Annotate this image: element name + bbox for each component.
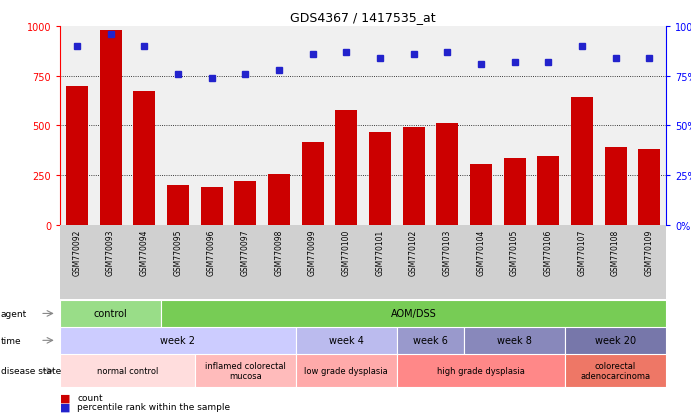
Text: GSM770099: GSM770099: [308, 229, 317, 275]
Bar: [296, 354, 397, 387]
Text: low grade dysplasia: low grade dysplasia: [305, 366, 388, 375]
Text: GSM770100: GSM770100: [342, 229, 351, 275]
Bar: [638, 150, 660, 225]
Text: GSM770104: GSM770104: [477, 229, 486, 275]
Text: control: control: [94, 309, 128, 319]
Text: percentile rank within the sample: percentile rank within the sample: [77, 402, 231, 411]
Text: GSM770093: GSM770093: [106, 229, 115, 275]
Text: GSM770109: GSM770109: [645, 229, 654, 275]
Text: GSM770102: GSM770102: [409, 229, 418, 275]
Title: GDS4367 / 1417535_at: GDS4367 / 1417535_at: [290, 11, 436, 24]
Bar: [133, 92, 155, 225]
Text: GSM770106: GSM770106: [544, 229, 553, 275]
Text: week 6: week 6: [413, 335, 448, 346]
Text: week 2: week 2: [160, 335, 196, 346]
Bar: [167, 185, 189, 225]
Bar: [470, 165, 492, 225]
Bar: [66, 86, 88, 225]
Bar: [60, 300, 161, 327]
Bar: [60, 327, 296, 354]
Text: GSM770095: GSM770095: [173, 229, 182, 275]
Text: colorectal
adenocarcinoma: colorectal adenocarcinoma: [580, 361, 651, 380]
Bar: [565, 354, 666, 387]
Bar: [605, 148, 627, 225]
Bar: [397, 354, 565, 387]
Bar: [504, 159, 526, 225]
Bar: [369, 133, 391, 225]
Bar: [403, 128, 424, 225]
Text: GSM770105: GSM770105: [510, 229, 519, 275]
Text: count: count: [77, 393, 103, 402]
Bar: [60, 354, 195, 387]
Text: GSM770108: GSM770108: [611, 229, 620, 275]
Text: ■: ■: [60, 402, 70, 412]
Text: GSM770101: GSM770101: [375, 229, 384, 275]
Text: week 20: week 20: [595, 335, 636, 346]
Text: time: time: [1, 336, 21, 345]
Bar: [100, 31, 122, 225]
Text: GSM770103: GSM770103: [443, 229, 452, 275]
Text: GSM770096: GSM770096: [207, 229, 216, 275]
Text: GSM770107: GSM770107: [578, 229, 587, 275]
Bar: [538, 157, 559, 225]
Bar: [436, 124, 458, 225]
Text: high grade dysplasia: high grade dysplasia: [437, 366, 525, 375]
Text: disease state: disease state: [1, 366, 61, 375]
Text: week 4: week 4: [329, 335, 363, 346]
Bar: [296, 327, 397, 354]
Bar: [302, 143, 323, 225]
Bar: [464, 327, 565, 354]
Bar: [161, 300, 666, 327]
Text: GSM770094: GSM770094: [140, 229, 149, 275]
Bar: [195, 354, 296, 387]
Text: GSM770092: GSM770092: [73, 229, 82, 275]
Bar: [397, 327, 464, 354]
Text: agent: agent: [1, 309, 27, 318]
Text: GSM770098: GSM770098: [274, 229, 283, 275]
Text: inflamed colorectal
mucosa: inflamed colorectal mucosa: [205, 361, 285, 380]
Bar: [335, 111, 357, 225]
Text: GSM770097: GSM770097: [240, 229, 249, 275]
Bar: [268, 175, 290, 225]
Bar: [234, 181, 256, 225]
Text: AOM/DSS: AOM/DSS: [390, 309, 437, 319]
Bar: [200, 188, 223, 225]
Bar: [565, 327, 666, 354]
Text: ■: ■: [60, 392, 70, 402]
Text: week 8: week 8: [498, 335, 532, 346]
Text: normal control: normal control: [97, 366, 158, 375]
Bar: [571, 98, 593, 225]
